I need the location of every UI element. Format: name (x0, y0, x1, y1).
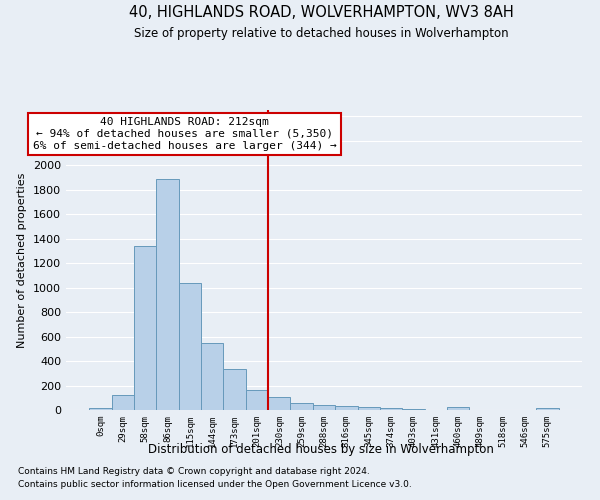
Bar (380, 408, 402, 410)
Bar (246, 390, 268, 410)
Text: Contains public sector information licensed under the Open Government Licence v3: Contains public sector information licen… (18, 480, 412, 489)
Bar (447, 407, 469, 410)
Bar (536, 408, 559, 410)
Bar (268, 396, 290, 410)
Bar (201, 344, 223, 410)
Text: Contains HM Land Registry data © Crown copyright and database right 2024.: Contains HM Land Registry data © Crown c… (18, 468, 370, 476)
Text: 40, HIGHLANDS ROAD, WOLVERHAMPTON, WV3 8AH: 40, HIGHLANDS ROAD, WOLVERHAMPTON, WV3 8… (128, 5, 514, 20)
Bar (290, 402, 313, 410)
Text: Distribution of detached houses by size in Wolverhampton: Distribution of detached houses by size … (148, 442, 494, 456)
Bar (223, 369, 246, 410)
Text: Size of property relative to detached houses in Wolverhampton: Size of property relative to detached ho… (134, 28, 508, 40)
Bar (134, 246, 157, 410)
Bar (402, 408, 425, 410)
Bar (358, 407, 380, 410)
Bar (112, 394, 134, 410)
Bar (179, 282, 201, 410)
Bar (157, 178, 179, 410)
Bar (313, 405, 335, 410)
Bar (335, 406, 358, 410)
Bar (89, 408, 112, 410)
Y-axis label: Number of detached properties: Number of detached properties (17, 172, 28, 348)
Text: 40 HIGHLANDS ROAD: 212sqm
← 94% of detached houses are smaller (5,350)
6% of sem: 40 HIGHLANDS ROAD: 212sqm ← 94% of detac… (32, 118, 336, 150)
